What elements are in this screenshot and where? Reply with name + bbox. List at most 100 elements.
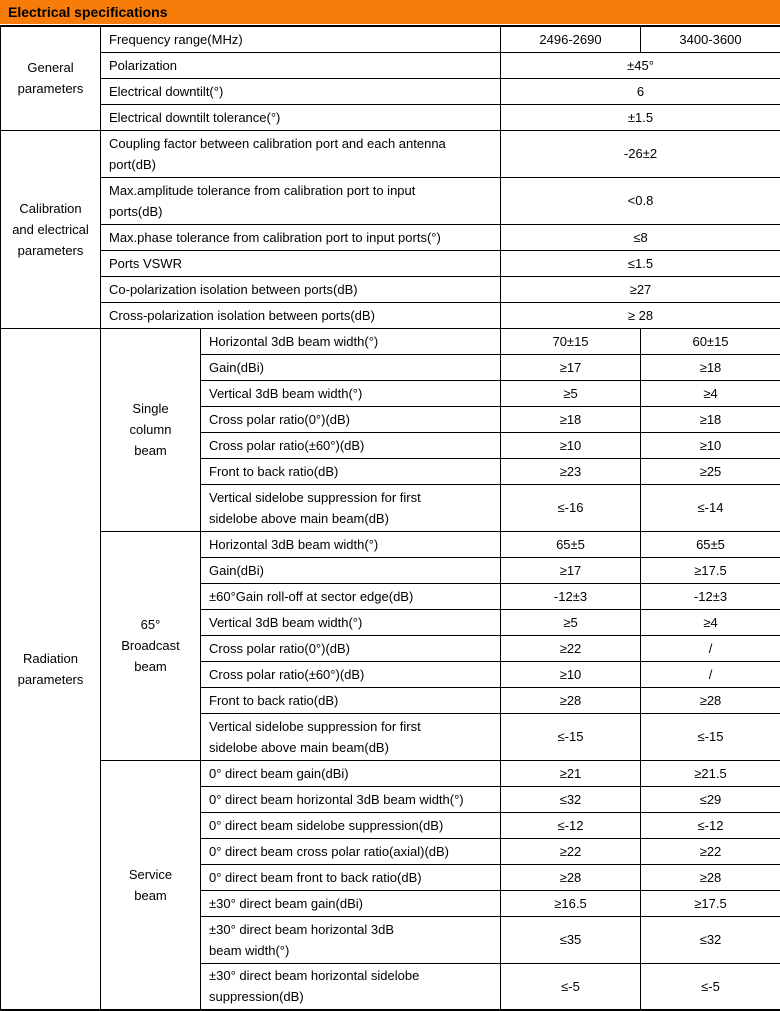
value-cell: ≥22 xyxy=(501,838,641,864)
group-cell-radiation: Radiation parameters xyxy=(1,328,101,1010)
param-cell: Front to back ratio(dB) xyxy=(201,458,501,484)
value-cell: ≥22 xyxy=(641,838,780,864)
value-cell-freq2: 3400-3600 xyxy=(641,26,780,52)
value-cell: ≥4 xyxy=(641,380,780,406)
value-cell: ≤-15 xyxy=(501,713,641,760)
param-cell: ±30° direct beam gain(dBi) xyxy=(201,890,501,916)
param-cell: Coupling factor between calibration port… xyxy=(101,130,501,177)
table-row: Electrical downtilt tolerance(°) ±1.5 xyxy=(1,104,780,130)
table-row: Radiation parameters Single column beam … xyxy=(1,328,780,354)
table-row: Polarization ±45° xyxy=(1,52,780,78)
param-cell: Vertical 3dB beam width(°) xyxy=(201,609,501,635)
value-cell: ±1.5 xyxy=(501,104,780,130)
value-cell: ≥18 xyxy=(501,406,641,432)
value-cell: -26±2 xyxy=(501,130,780,177)
param-cell: Polarization xyxy=(101,52,501,78)
value-cell: 70±15 xyxy=(501,328,641,354)
value-cell: ≤32 xyxy=(501,786,641,812)
table-row: Electrical downtilt(°) 6 xyxy=(1,78,780,104)
param-cell: Ports VSWR xyxy=(101,250,501,276)
value-cell: <0.8 xyxy=(501,177,780,224)
value-cell: ≥10 xyxy=(641,432,780,458)
value-cell: ≥27 xyxy=(501,276,780,302)
value-cell: ≤29 xyxy=(641,786,780,812)
value-cell: ≥17.5 xyxy=(641,557,780,583)
value-cell: 60±15 xyxy=(641,328,780,354)
value-cell: ≤1.5 xyxy=(501,250,780,276)
param-cell: 0° direct beam horizontal 3dB beam width… xyxy=(201,786,501,812)
param-cell: 0° direct beam sidelobe suppression(dB) xyxy=(201,812,501,838)
param-cell: Max.amplitude tolerance from calibration… xyxy=(101,177,501,224)
value-cell: ≥17 xyxy=(501,557,641,583)
param-cell: ±30° direct beam horizontal sidelobe sup… xyxy=(201,963,501,1010)
param-cell: Vertical sidelobe suppression for first … xyxy=(201,484,501,531)
subgroup-cell-service-beam: Service beam xyxy=(101,760,201,1010)
param-cell: 0° direct beam cross polar ratio(axial)(… xyxy=(201,838,501,864)
param-cell: 0° direct beam front to back ratio(dB) xyxy=(201,864,501,890)
value-cell: 65±5 xyxy=(501,531,641,557)
value-cell: ≤32 xyxy=(641,916,780,963)
param-cell: Cross-polarization isolation between por… xyxy=(101,302,501,328)
table-row: Service beam 0° direct beam gain(dBi) ≥2… xyxy=(1,760,780,786)
subgroup-cell-broadcast-beam: 65° Broadcast beam xyxy=(101,531,201,760)
value-cell: ≥5 xyxy=(501,609,641,635)
param-cell: Horizontal 3dB beam width(°) xyxy=(201,531,501,557)
value-cell: ≤-16 xyxy=(501,484,641,531)
value-cell: ≥10 xyxy=(501,432,641,458)
value-cell: ≥23 xyxy=(501,458,641,484)
param-cell: ±60°Gain roll-off at sector edge(dB) xyxy=(201,583,501,609)
value-cell: ≥4 xyxy=(641,609,780,635)
value-cell: / xyxy=(641,635,780,661)
value-cell: ≥28 xyxy=(641,864,780,890)
param-cell: Electrical downtilt tolerance(°) xyxy=(101,104,501,130)
param-cell: Frequency range(MHz) xyxy=(101,26,501,52)
value-cell: ≥28 xyxy=(501,864,641,890)
value-cell: -12±3 xyxy=(501,583,641,609)
group-cell-calibration: Calibration and electrical parameters xyxy=(1,130,101,328)
value-cell: / xyxy=(641,661,780,687)
table-row: 65° Broadcast beam Horizontal 3dB beam w… xyxy=(1,531,780,557)
electrical-spec-table: General parameters Frequency range(MHz) … xyxy=(0,25,780,1011)
param-cell: Cross polar ratio(0°)(dB) xyxy=(201,635,501,661)
param-cell: Co-polarization isolation between ports(… xyxy=(101,276,501,302)
table-row: Calibration and electrical parameters Co… xyxy=(1,130,780,177)
param-cell: ±30° direct beam horizontal 3dB beam wid… xyxy=(201,916,501,963)
param-cell: Horizontal 3dB beam width(°) xyxy=(201,328,501,354)
param-cell: Cross polar ratio(0°)(dB) xyxy=(201,406,501,432)
table-row: Ports VSWR ≤1.5 xyxy=(1,250,780,276)
param-cell: Max.phase tolerance from calibration por… xyxy=(101,224,501,250)
param-cell: Vertical sidelobe suppression for first … xyxy=(201,713,501,760)
value-cell: ≥18 xyxy=(641,354,780,380)
value-cell: ≥10 xyxy=(501,661,641,687)
value-cell: ≥17.5 xyxy=(641,890,780,916)
param-cell: Vertical 3dB beam width(°) xyxy=(201,380,501,406)
param-cell: Front to back ratio(dB) xyxy=(201,687,501,713)
param-cell: Gain(dBi) xyxy=(201,557,501,583)
table-row: Cross-polarization isolation between por… xyxy=(1,302,780,328)
value-cell: ≥28 xyxy=(501,687,641,713)
value-cell: ≥22 xyxy=(501,635,641,661)
value-cell: 6 xyxy=(501,78,780,104)
value-cell: ≤-5 xyxy=(501,963,641,1010)
value-cell: ≥25 xyxy=(641,458,780,484)
value-cell: ≤-15 xyxy=(641,713,780,760)
value-cell: ≥21.5 xyxy=(641,760,780,786)
param-cell: Electrical downtilt(°) xyxy=(101,78,501,104)
value-cell: ≤8 xyxy=(501,224,780,250)
section-title: Electrical specifications xyxy=(8,4,168,20)
param-cell: Gain(dBi) xyxy=(201,354,501,380)
value-cell: ±45° xyxy=(501,52,780,78)
value-cell: ≤-14 xyxy=(641,484,780,531)
value-cell: ≤-5 xyxy=(641,963,780,1010)
table-row: Co-polarization isolation between ports(… xyxy=(1,276,780,302)
value-cell: -12±3 xyxy=(641,583,780,609)
param-cell: 0° direct beam gain(dBi) xyxy=(201,760,501,786)
value-cell: ≥5 xyxy=(501,380,641,406)
subgroup-cell-single-column-beam: Single column beam xyxy=(101,328,201,531)
value-cell: ≤-12 xyxy=(501,812,641,838)
value-cell: ≤-12 xyxy=(641,812,780,838)
value-cell: ≥17 xyxy=(501,354,641,380)
param-cell: Cross polar ratio(±60°)(dB) xyxy=(201,432,501,458)
table-row: Max.phase tolerance from calibration por… xyxy=(1,224,780,250)
